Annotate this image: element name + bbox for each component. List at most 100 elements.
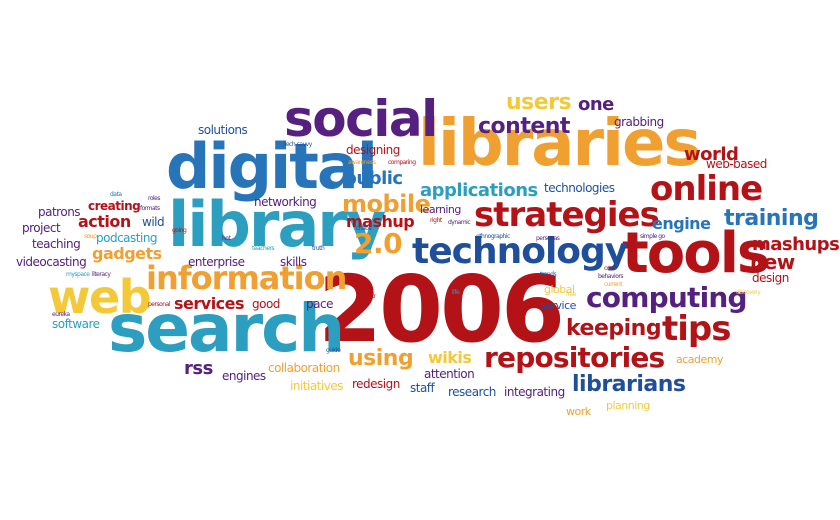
word-information: information bbox=[146, 259, 347, 297]
word-keeping: keeping bbox=[566, 316, 662, 341]
word-skills: skills bbox=[280, 255, 307, 269]
word-initiatives: initiatives bbox=[290, 379, 343, 393]
word-applications: applications bbox=[420, 180, 538, 201]
word-awareness: awareness bbox=[348, 159, 376, 166]
word-new: new bbox=[750, 250, 795, 274]
word-comparing: comparing bbox=[388, 159, 416, 166]
word-data: data bbox=[110, 191, 122, 198]
word-tips: tips bbox=[662, 309, 731, 349]
word-tools: tools bbox=[622, 221, 770, 286]
word-social: social bbox=[284, 90, 438, 148]
word-integrating: integrating bbox=[504, 385, 565, 399]
word-action: action bbox=[78, 212, 131, 231]
word-personal: personal bbox=[148, 301, 170, 308]
word-web-based: web-based bbox=[706, 157, 767, 171]
word-libraries: libraries bbox=[418, 107, 701, 181]
word-collaboration: collaboration bbox=[268, 361, 340, 375]
word-content: content bbox=[478, 114, 570, 139]
word-enterprise: enterprise bbox=[188, 255, 245, 269]
word-cool: cool bbox=[604, 265, 615, 272]
word-mobile: mobile bbox=[342, 190, 431, 218]
word-planning: planning bbox=[606, 399, 650, 412]
word-research: research bbox=[448, 385, 496, 399]
word-literacy: literacy bbox=[92, 271, 111, 278]
word-digital: digital bbox=[166, 130, 378, 203]
word-tech-savvy: tech-savvy bbox=[284, 141, 312, 148]
word-using: using bbox=[348, 346, 414, 371]
word-one: one bbox=[578, 94, 614, 115]
word-work: work bbox=[566, 405, 591, 418]
word-personas: personas bbox=[536, 235, 560, 242]
word-designing: designing bbox=[346, 143, 400, 157]
word-project: project bbox=[22, 221, 61, 235]
word-simple-go: simple go bbox=[640, 233, 665, 240]
word-guide: guide bbox=[326, 347, 341, 354]
word-patrons: patrons bbox=[38, 205, 81, 219]
word-current: current bbox=[604, 281, 623, 288]
word-trends: trends bbox=[540, 271, 557, 278]
word-2-0: 2.0 bbox=[354, 227, 403, 260]
word-myspace: myspace bbox=[66, 271, 90, 278]
word-grabbing: grabbing bbox=[614, 115, 664, 129]
word-librarians: librarians bbox=[572, 372, 686, 397]
word-technology: technology bbox=[412, 231, 628, 272]
word-strategies: strategies bbox=[474, 195, 660, 235]
word-creating: creating bbox=[88, 199, 141, 213]
word-wikis: wikis bbox=[428, 348, 472, 367]
word-web: web bbox=[48, 270, 152, 324]
word-mashup: mashup bbox=[346, 212, 415, 231]
word-free: free bbox=[566, 291, 576, 298]
word-teaching: teaching bbox=[32, 237, 81, 251]
word-library: library bbox=[168, 188, 386, 261]
word-networking: networking bbox=[254, 195, 317, 209]
word-attention: attention bbox=[424, 367, 475, 381]
word-solutions: solutions bbox=[198, 123, 248, 137]
word-podcasting: podcasting bbox=[96, 231, 158, 245]
word-search: search bbox=[108, 290, 345, 367]
word-roles: roles bbox=[148, 195, 161, 202]
word-chaos: chaos bbox=[356, 225, 372, 232]
word-service: service bbox=[540, 299, 576, 312]
word-rss: rss bbox=[184, 358, 213, 379]
word-users: users bbox=[506, 90, 572, 115]
word-training: training bbox=[724, 206, 819, 231]
word-good: good bbox=[252, 297, 280, 311]
word-computing: computing bbox=[586, 281, 748, 314]
word-mashups: mashups bbox=[752, 234, 840, 255]
word-public: public bbox=[344, 168, 403, 189]
word-world: world bbox=[684, 144, 739, 165]
word-online: online bbox=[650, 169, 763, 209]
word-going: going bbox=[172, 227, 187, 234]
word-technologies: technologies bbox=[544, 181, 615, 195]
word-staff: staff bbox=[410, 381, 435, 395]
word-right: right bbox=[430, 217, 442, 224]
word-flickr: flickr bbox=[364, 293, 376, 300]
word-2006: 2006 bbox=[318, 256, 565, 363]
word-pace: pace bbox=[306, 297, 333, 311]
word-ethnographic: ethnographic bbox=[476, 233, 510, 240]
word-gadgets: gadgets bbox=[92, 244, 162, 263]
word-services: services bbox=[174, 294, 245, 313]
word-discovery: discovery bbox=[736, 289, 761, 296]
word-engines: engines bbox=[222, 369, 266, 383]
word-formats: formats bbox=[140, 205, 160, 212]
word-life: life bbox=[452, 289, 460, 296]
word-videocasting: videocasting bbox=[16, 255, 87, 269]
word-engine: engine bbox=[652, 214, 711, 233]
word-behaviors: behaviors bbox=[598, 273, 623, 280]
word-soup: soup bbox=[84, 233, 97, 240]
word-academy: academy bbox=[676, 353, 724, 366]
word-redesign: redesign bbox=[352, 377, 400, 391]
word-eureka: eureka bbox=[52, 311, 70, 318]
word-hot: hot bbox=[222, 235, 231, 242]
word-software: software bbox=[52, 317, 100, 331]
word-wild: wild bbox=[142, 215, 165, 229]
word-global: global bbox=[544, 283, 575, 296]
word-dynamic: dynamic bbox=[448, 219, 471, 226]
word-teachers: teachers bbox=[252, 245, 275, 252]
word-design: design bbox=[752, 271, 789, 285]
word-truth: truth bbox=[312, 245, 325, 252]
word-learning: learning bbox=[420, 203, 461, 216]
word-repositories: repositories bbox=[484, 341, 665, 374]
